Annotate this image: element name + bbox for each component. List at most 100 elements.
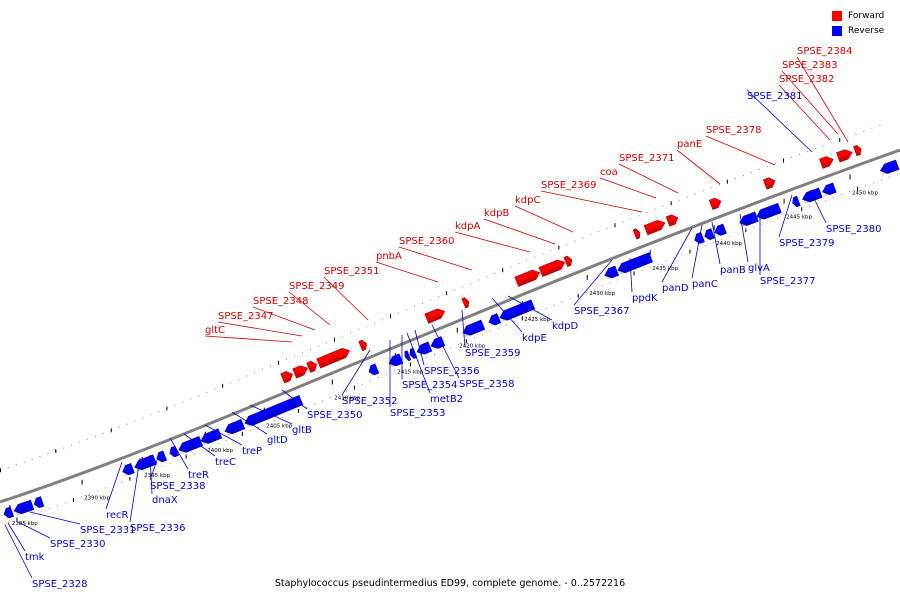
forward-gene-3[interactable]	[316, 346, 352, 369]
reverse-gene-16[interactable]	[429, 336, 446, 351]
reverse-gene-21[interactable]	[616, 252, 653, 275]
reverse-gene-2[interactable]	[33, 496, 45, 509]
reverse-track-dot	[48, 507, 50, 510]
reverse-gene-14[interactable]	[408, 347, 418, 360]
reverse-gene-23[interactable]	[703, 228, 715, 241]
forward-track-dot	[118, 426, 120, 428]
reverse-gene-8-connector	[169, 437, 189, 470]
forward-gene-4[interactable]	[358, 339, 369, 352]
forward-gene-6[interactable]	[461, 297, 471, 309]
reverse-track-dot	[880, 179, 883, 181]
forward-track-dot	[550, 250, 552, 252]
forward-track-dot	[309, 349, 312, 351]
reverse-gene-20[interactable]	[603, 265, 620, 280]
reverse-gene-19-shape	[499, 299, 536, 321]
forward-gene-13[interactable]	[708, 197, 723, 211]
forward-track-dot	[791, 156, 793, 159]
reverse-gene-4[interactable]	[133, 454, 157, 472]
forward-track-dot	[598, 230, 600, 233]
reverse-gene-21-shape	[617, 252, 653, 274]
forward-gene-10-shape	[632, 228, 641, 240]
forward-gene-6-shape	[461, 297, 470, 309]
reverse-gene-9-shape	[224, 419, 246, 435]
reverse-track-dot	[833, 196, 835, 199]
reverse-track-dot	[848, 191, 851, 193]
legend-item-reverse: Reverse	[832, 23, 892, 38]
reverse-gene-24-shape	[714, 223, 727, 236]
reverse-gene-18[interactable]	[487, 313, 502, 327]
reverse-gene-2-shape	[33, 496, 45, 508]
forward-track-dot	[7, 467, 9, 469]
forward-gene-3-label: SPSE_2349	[289, 281, 345, 292]
forward-gene-5[interactable]	[424, 307, 447, 324]
reverse-gene-13[interactable]	[403, 350, 412, 362]
reverse-gene-15-shade	[418, 349, 427, 357]
forward-gene-15-shape	[819, 156, 834, 169]
reverse-gene-15[interactable]	[415, 341, 433, 357]
kbp-tick-label: 2420 kbp	[459, 344, 485, 350]
reverse-gene-11[interactable]	[367, 363, 380, 377]
reverse-gene-26[interactable]	[755, 202, 782, 221]
forward-gene-5-label: pnbA	[376, 251, 402, 262]
forward-track-dot	[566, 243, 568, 245]
forward-gene-17[interactable]	[853, 144, 862, 157]
reverse-track-dot	[872, 182, 875, 184]
reverse-gene-27[interactable]	[791, 195, 801, 208]
reverse-gene-22-shape	[694, 232, 705, 244]
forward-gene-9[interactable]	[563, 255, 574, 268]
reverse-gene-25[interactable]	[738, 211, 759, 228]
forward-gene-13-connector	[676, 149, 721, 185]
forward-gene-12[interactable]	[665, 213, 680, 227]
reverse-gene-6[interactable]	[168, 445, 180, 458]
reverse-track-dot	[281, 416, 283, 419]
reverse-gene-7[interactable]	[177, 436, 204, 455]
reverse-track-dot	[56, 505, 59, 507]
reverse-gene-10[interactable]	[243, 395, 304, 428]
reverse-gene-5[interactable]	[155, 450, 168, 463]
reverse-gene-12-label: gltB	[292, 425, 312, 436]
reverse-gene-0[interactable]	[2, 506, 14, 519]
forward-gene-12-shape	[665, 214, 679, 227]
forward-gene-0-connector	[204, 335, 293, 343]
reverse-gene-29[interactable]	[821, 182, 837, 197]
reverse-gene-22[interactable]	[693, 232, 705, 245]
forward-gene-15[interactable]	[819, 155, 834, 169]
forward-track-dot	[863, 130, 865, 132]
reverse-gene-24[interactable]	[713, 223, 727, 237]
reverse-gene-20-shade	[606, 273, 614, 280]
reverse-track-dot	[201, 449, 203, 451]
forward-gene-2[interactable]	[306, 360, 319, 373]
reverse-gene-12[interactable]	[387, 353, 404, 368]
reverse-track-dot	[8, 521, 10, 523]
forward-gene-16[interactable]	[836, 148, 853, 163]
reverse-gene-9[interactable]	[223, 419, 246, 436]
forward-gene-0[interactable]	[280, 370, 295, 384]
forward-gene-8[interactable]	[538, 258, 567, 278]
reverse-track-dot	[569, 298, 571, 300]
forward-gene-14[interactable]	[762, 176, 777, 190]
forward-gene-10[interactable]	[632, 228, 642, 240]
reverse-gene-8[interactable]	[199, 428, 223, 446]
reverse-gene-25-label: panD	[662, 283, 689, 294]
forward-gene-7[interactable]	[514, 268, 542, 287]
forward-track-dot	[542, 253, 544, 255]
kbp-tick-label: 2395 kbp	[144, 473, 170, 479]
forward-track-dot	[349, 332, 352, 334]
reverse-gene-3-label: SPSE_2331	[80, 525, 136, 536]
reverse-gene-30[interactable]	[879, 159, 900, 176]
reverse-gene-3[interactable]	[121, 462, 135, 477]
reverse-track-dot	[369, 380, 371, 382]
reverse-gene-1[interactable]	[12, 499, 35, 516]
reverse-gene-28[interactable]	[801, 187, 823, 204]
reverse-gene-17[interactable]	[461, 319, 486, 338]
reverse-gene-6-label: dnaX	[152, 495, 178, 506]
forward-track-dot	[606, 227, 608, 229]
reverse-gene-1-shape	[13, 499, 35, 515]
forward-track-dot	[142, 417, 144, 419]
forward-gene-1[interactable]	[292, 363, 310, 379]
forward-track-dot	[534, 256, 536, 258]
forward-gene-4-shape	[358, 339, 367, 352]
reverse-gene-19[interactable]	[498, 299, 536, 323]
forward-gene-11[interactable]	[643, 218, 667, 236]
reverse-track-dot	[481, 334, 483, 336]
